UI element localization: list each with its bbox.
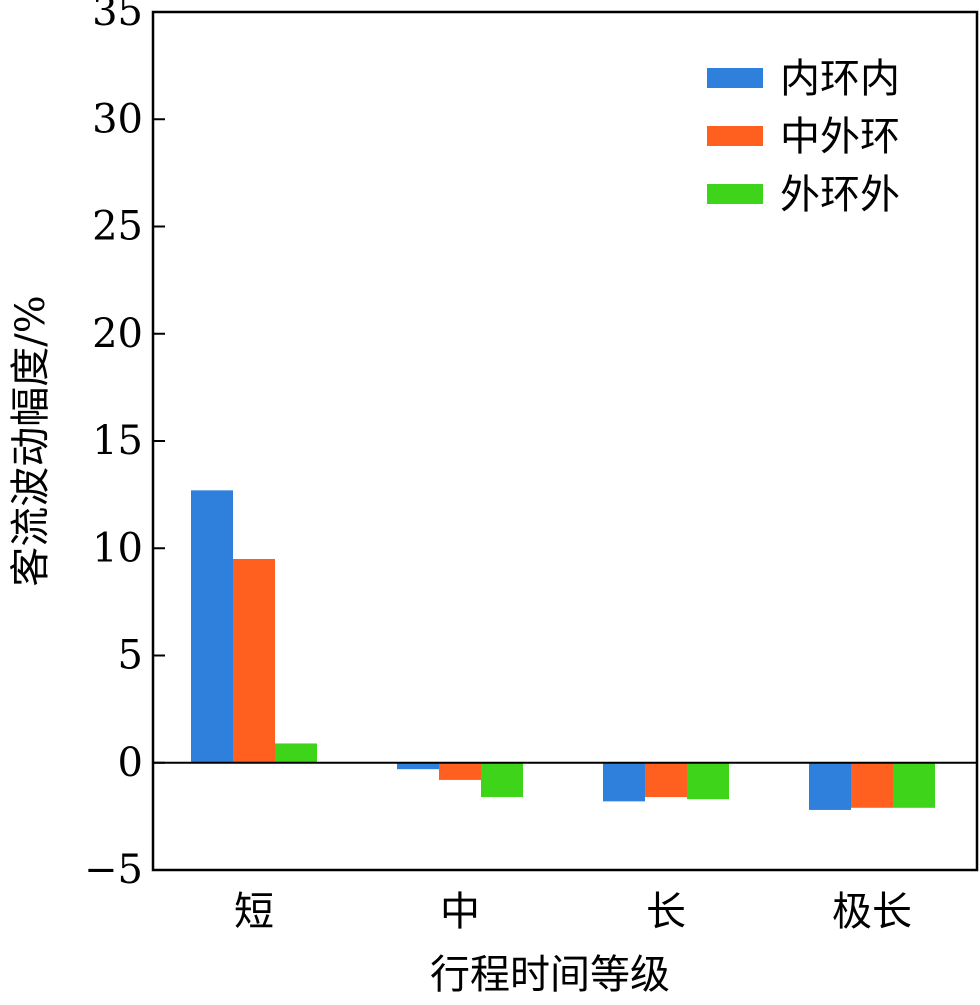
y-tick-label: 10 xyxy=(92,525,143,571)
y-tick-label: 35 xyxy=(92,0,143,35)
x-category-label: 极长 xyxy=(832,889,912,935)
y-tick-label: 25 xyxy=(92,204,143,250)
legend-swatch xyxy=(707,126,763,146)
y-axis-title: 客流波动幅度/% xyxy=(8,295,54,586)
legend-label: 中外环 xyxy=(780,114,900,160)
bar-4-3 xyxy=(893,762,935,808)
x-category-label: 短 xyxy=(234,889,274,935)
bar-3-1 xyxy=(603,762,645,802)
y-tick-label: −5 xyxy=(84,847,143,893)
bar-2-2 xyxy=(439,762,481,780)
x-axis-title: 行程时间等级 xyxy=(430,952,670,998)
legend-swatch xyxy=(707,184,763,204)
legend-swatch xyxy=(707,68,763,88)
legend-label: 外环外 xyxy=(780,172,900,218)
x-category-label: 中 xyxy=(440,889,480,935)
bar-2-1 xyxy=(397,762,439,770)
bar-2-3 xyxy=(481,762,523,798)
bar-4-1 xyxy=(809,762,851,810)
bar-1-1 xyxy=(191,490,233,763)
y-axis-ticks: −5 0 5 10 15 20 25 30 35 xyxy=(84,0,165,893)
y-tick-label: 20 xyxy=(92,311,143,357)
bar-3-2 xyxy=(645,762,687,798)
bar-3-3 xyxy=(687,762,729,800)
bar-1-3 xyxy=(275,743,317,763)
x-axis-labels: 短 中 长 极长 xyxy=(234,889,912,935)
legend-label: 内环内 xyxy=(780,56,900,102)
bar-4-2 xyxy=(851,762,893,808)
x-category-label: 长 xyxy=(646,889,686,935)
y-tick-label: 0 xyxy=(118,740,143,786)
y-tick-label: 15 xyxy=(92,418,143,464)
y-tick-label: 30 xyxy=(92,96,143,142)
bars-group xyxy=(191,490,935,810)
bar-1-2 xyxy=(233,558,275,763)
y-tick-label: 5 xyxy=(118,633,143,679)
